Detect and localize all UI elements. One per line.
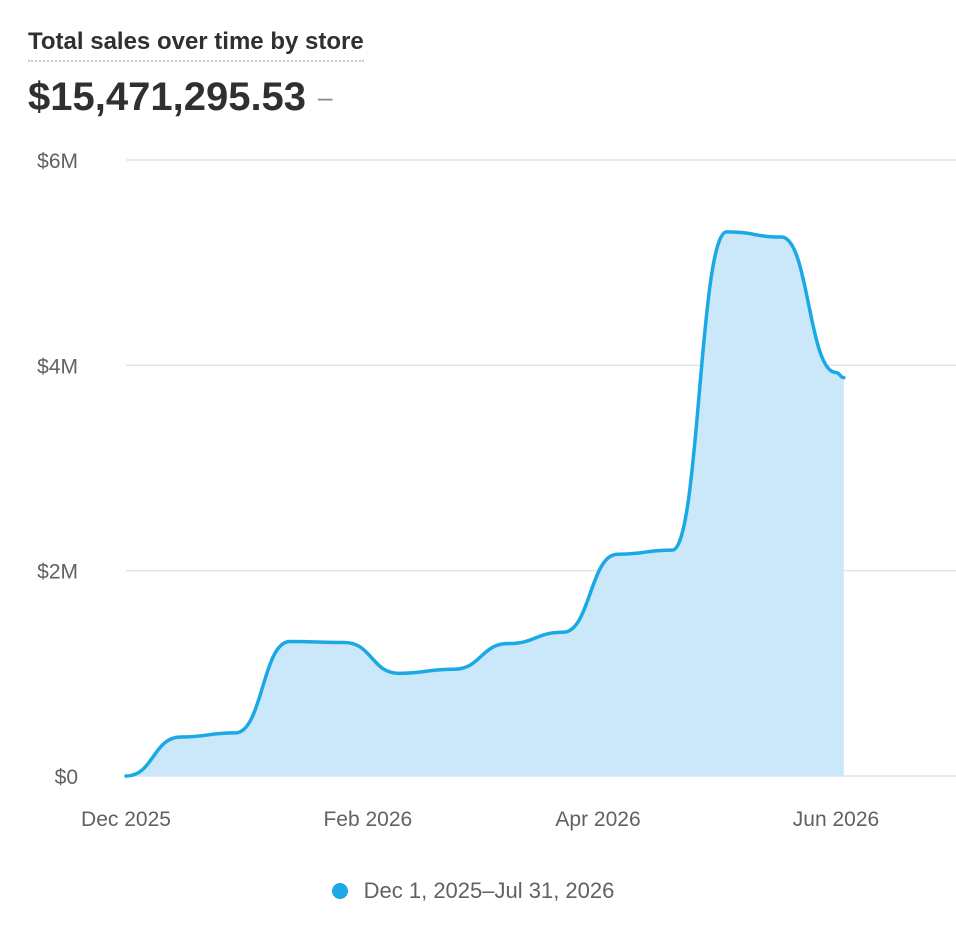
series-line: [124, 230, 846, 778]
y-tick-label: $4M: [37, 355, 78, 378]
x-tick-label: Jun 2026: [793, 808, 879, 831]
x-tick-label: Apr 2026: [555, 808, 640, 831]
x-axis-labels: Dec 2025 Feb 2026 Apr 2026 Jun 2026: [81, 808, 879, 831]
y-tick-label: $2M: [37, 561, 78, 584]
y-axis-labels: $0 $2M $4M $6M: [37, 150, 78, 789]
series-area: [126, 231, 844, 776]
x-tick-label: Dec 2025: [81, 808, 171, 831]
legend-swatch: [331, 883, 348, 899]
total-row: $15,471,295.53 –: [28, 74, 364, 120]
sales-area-chart[interactable]: $0 $2M $4M $6M Dec 2025 Feb 2026 Apr 2026 Jun …: [0, 0, 956, 860]
legend-label: Dec 1, 2025–Jul 31, 2026: [363, 878, 615, 903]
chart-header: Total sales over time by store $15,471,2…: [28, 28, 364, 120]
y-tick-label: $0: [55, 766, 78, 789]
x-tick-label: Feb 2026: [323, 808, 412, 831]
y-tick-label: $6M: [37, 150, 78, 173]
chart-title[interactable]: Total sales over time by store: [28, 28, 364, 62]
change-indicator: –: [318, 82, 333, 112]
total-value: $15,471,295.53: [28, 75, 307, 119]
legend[interactable]: Dec 1, 2025–Jul 31, 2026: [0, 878, 956, 904]
series-layer: [124, 230, 846, 778]
